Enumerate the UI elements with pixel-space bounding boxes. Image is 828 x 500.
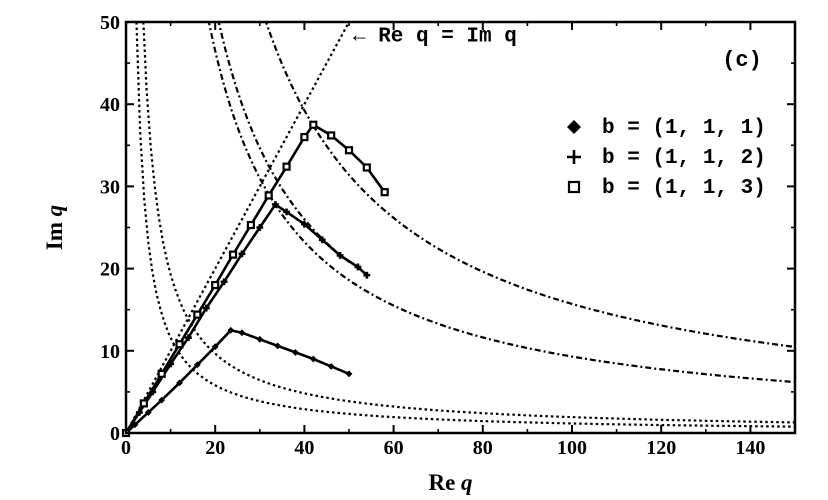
- data-point: [272, 201, 279, 208]
- data-point: [227, 326, 235, 334]
- reference-curve-1: [126, 22, 350, 433]
- data-point: [211, 280, 220, 290]
- data-point: [238, 329, 246, 337]
- data-point: [264, 191, 273, 200]
- x-axis-label: Re q: [428, 470, 472, 495]
- y-tick-label: 30: [100, 176, 120, 198]
- legend-label: b = (1, 1, 1): [602, 117, 766, 140]
- data-point: [220, 278, 228, 286]
- legend: b = (1, 1, 1) b = (1, 1, 2) b = (1, 1, 3): [567, 117, 766, 200]
- data-point: [354, 263, 362, 271]
- series-line-2: [124, 202, 368, 434]
- panel-label: (c): [722, 48, 762, 73]
- data-point: [344, 146, 354, 155]
- legend-item-3: b = (1, 1, 3): [567, 177, 766, 200]
- data-point: [176, 379, 183, 387]
- data-series: [121, 120, 389, 438]
- data-point: [228, 250, 238, 259]
- legend-marker: [567, 180, 581, 194]
- data-point: [318, 236, 326, 244]
- data-point: [309, 120, 318, 129]
- series-1: [122, 326, 353, 437]
- data-point: [362, 163, 371, 172]
- x-tick-label: 40: [294, 437, 314, 459]
- data-point: [363, 271, 371, 279]
- data-point: [193, 310, 202, 319]
- reference-curve-2: [135, 22, 795, 428]
- data-point: [175, 340, 184, 349]
- data-point: [309, 355, 317, 363]
- data-point: [139, 399, 148, 408]
- legend-label: b = (1, 1, 3): [602, 177, 766, 200]
- data-point: [256, 224, 264, 231]
- data-point: [238, 250, 246, 258]
- reference-curve-6: [264, 22, 795, 349]
- y-axis-label: Im q: [42, 205, 67, 250]
- data-point: [185, 334, 192, 342]
- data-point: [282, 162, 291, 171]
- data-point: [144, 409, 152, 416]
- data-point: [292, 349, 299, 356]
- x-tick-label: 0: [121, 437, 131, 459]
- data-point: [157, 369, 166, 378]
- x-tick-label: 60: [384, 437, 404, 459]
- data-point: [327, 363, 335, 370]
- legend-label: b = (1, 1, 2): [602, 147, 766, 170]
- data-point: [300, 132, 309, 142]
- data-point: [283, 208, 290, 216]
- y-tick-label: 20: [100, 259, 120, 281]
- data-point: [345, 370, 353, 378]
- annotation-text: ← Re q = Im q: [353, 25, 517, 48]
- data-point: [158, 396, 166, 404]
- x-tick-label: 20: [205, 437, 225, 459]
- legend-item-1: b = (1, 1, 1): [567, 117, 766, 140]
- plot-frame: [124, 20, 797, 435]
- data-point: [301, 220, 308, 228]
- x-tick-label: 100: [557, 437, 587, 459]
- series-line-3: [124, 123, 386, 434]
- data-point: [211, 343, 219, 351]
- legend-item-2: b = (1, 1, 2): [567, 147, 766, 170]
- y-tick-label: 40: [100, 94, 120, 116]
- data-point: [193, 361, 201, 369]
- axis-ticks: 0 20 40 60 80 100 120 140 0 10 20 30 40 50: [100, 12, 795, 459]
- data-point: [380, 188, 389, 197]
- reference-curves: [126, 22, 795, 433]
- data-point: [327, 131, 336, 140]
- x-tick-label: 80: [473, 437, 493, 459]
- legend-marker: [567, 120, 581, 134]
- legend-marker: [567, 150, 581, 164]
- x-tick-label: 140: [735, 437, 765, 459]
- data-point: [274, 342, 282, 350]
- data-point: [256, 335, 264, 343]
- data-point: [202, 304, 210, 312]
- reference-curve-3: [142, 22, 795, 424]
- y-tick-label: 0: [110, 423, 120, 445]
- x-tick-label: 120: [646, 437, 676, 459]
- y-tick-label: 50: [100, 12, 120, 34]
- data-point: [246, 220, 255, 230]
- y-tick-label: 10: [100, 341, 120, 363]
- data-point: [336, 252, 344, 259]
- reference-curve-5: [207, 22, 795, 384]
